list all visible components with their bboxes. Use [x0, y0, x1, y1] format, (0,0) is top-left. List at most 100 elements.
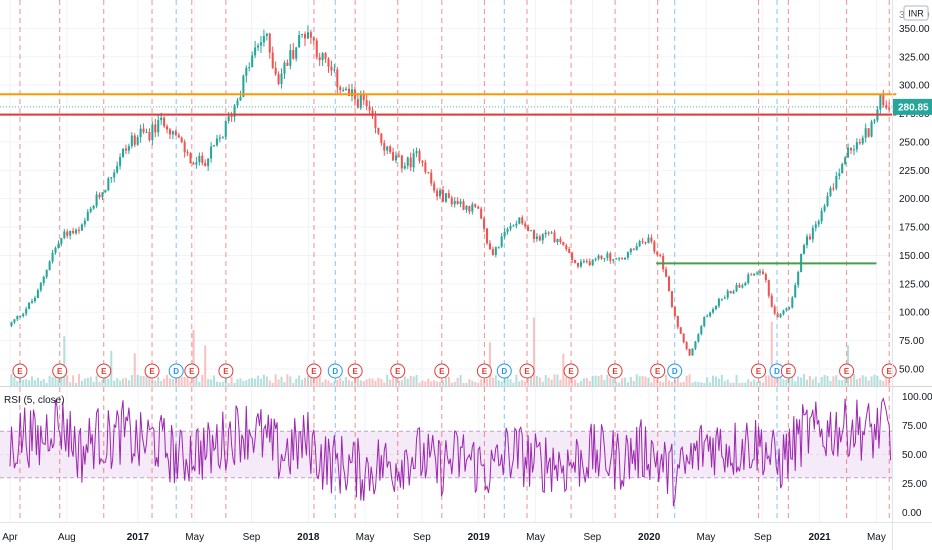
earnings-marker — [96, 363, 112, 379]
volume-bar — [688, 374, 691, 386]
event-marker-label: E — [101, 367, 107, 376]
volume-bar — [864, 376, 867, 386]
rsi-scale[interactable]: 100.00 75.00 50.00 25.00 0.00 — [902, 392, 932, 519]
volume-bar — [556, 374, 559, 386]
volume-bar — [788, 374, 791, 386]
time-scale[interactable]: Apr Aug 2017 May Sep 2018 May Sep 2019 May Sep 2020… — [2, 532, 886, 543]
horizontal-levels[interactable] — [0, 93, 897, 265]
candle-body — [271, 52, 274, 68]
volume-bar — [336, 379, 339, 386]
volume-bar — [409, 375, 412, 386]
volume-bar — [811, 379, 814, 386]
candle-body — [177, 135, 180, 138]
volume-bar — [186, 376, 189, 386]
candle-body — [136, 137, 139, 145]
candle-body — [171, 131, 174, 135]
time-tick-label: Sep — [243, 532, 261, 543]
candle-body — [629, 248, 632, 253]
volume-bar — [286, 374, 289, 386]
volume-bar — [615, 382, 618, 386]
volume-bar — [57, 378, 60, 386]
volume-bar — [579, 380, 582, 386]
earnings-marker — [751, 363, 767, 379]
volume-bar — [785, 379, 788, 386]
volume-bar — [98, 381, 101, 386]
candle-body — [500, 236, 503, 247]
volume-bar — [491, 377, 494, 386]
volume-bar — [113, 380, 116, 386]
candle-body — [638, 241, 641, 247]
volume-bar — [512, 382, 515, 386]
candle-body — [121, 148, 125, 158]
price-tick-label: 350.00 — [899, 24, 930, 35]
volume-bar — [841, 380, 844, 386]
volume-bar — [406, 378, 409, 386]
volume-bar — [92, 381, 95, 386]
volume-bar — [879, 379, 882, 386]
candle-body — [45, 269, 48, 277]
volume-bar — [503, 377, 506, 386]
volume-bar — [133, 353, 136, 386]
volume-bar — [732, 382, 735, 386]
candle-body — [215, 138, 218, 146]
volume-bar — [259, 378, 263, 386]
volume-bar — [63, 336, 66, 386]
candle-body — [280, 73, 283, 84]
candle-body — [113, 172, 116, 178]
volume-bar — [69, 382, 72, 386]
candle-body — [83, 220, 86, 225]
volume-bar — [679, 382, 682, 386]
candle-body — [63, 231, 66, 239]
candle-body — [512, 225, 515, 227]
event-marker-label: E — [482, 367, 488, 376]
candle-body — [377, 127, 380, 134]
volume-bar — [403, 376, 406, 386]
volume-bar — [474, 382, 477, 386]
volume-bar — [653, 374, 656, 386]
candle-body — [104, 190, 107, 193]
volume-bar — [641, 375, 644, 386]
volume-bar — [30, 376, 34, 386]
candle-body — [597, 255, 600, 259]
candle-body — [119, 157, 122, 166]
candle-body — [262, 35, 265, 43]
candle-body — [342, 90, 345, 92]
candle-body — [888, 107, 891, 110]
volume-bar — [638, 376, 641, 386]
candle-body — [738, 285, 741, 288]
volume-bar — [870, 376, 873, 386]
volume-bar — [201, 374, 204, 386]
candle-body — [289, 50, 292, 66]
currency-badge[interactable]: INR — [903, 5, 929, 21]
rsi-title[interactable]: RSI (5, close) — [4, 395, 65, 406]
earnings-marker — [780, 363, 796, 379]
candle-body — [873, 120, 876, 122]
earnings-marker — [12, 363, 28, 379]
volume-bar — [394, 376, 398, 386]
volume-bar — [324, 379, 327, 386]
volume-bar — [25, 379, 28, 386]
volume-bar — [544, 374, 547, 386]
candle-body — [659, 254, 662, 256]
candle-body — [676, 315, 679, 328]
volume-bar — [591, 375, 594, 386]
volume-bar — [348, 380, 351, 386]
candle-body — [779, 314, 782, 318]
event-marker-label: D — [173, 367, 179, 376]
candle-body — [712, 309, 715, 313]
candle-body — [239, 96, 242, 101]
volume-bar — [588, 381, 591, 386]
event-marker-label: E — [887, 367, 893, 376]
volume-bar — [268, 380, 271, 386]
volume-bar — [136, 374, 139, 386]
earnings-marker — [184, 363, 200, 379]
price-tick-label: 200.00 — [899, 194, 930, 205]
candle-body — [210, 146, 213, 159]
time-tick-label: 2021 — [808, 532, 831, 543]
volume-bar — [430, 381, 433, 386]
candle-body — [365, 100, 368, 107]
candle-body — [518, 217, 521, 224]
event-marker-label: E — [756, 367, 762, 376]
